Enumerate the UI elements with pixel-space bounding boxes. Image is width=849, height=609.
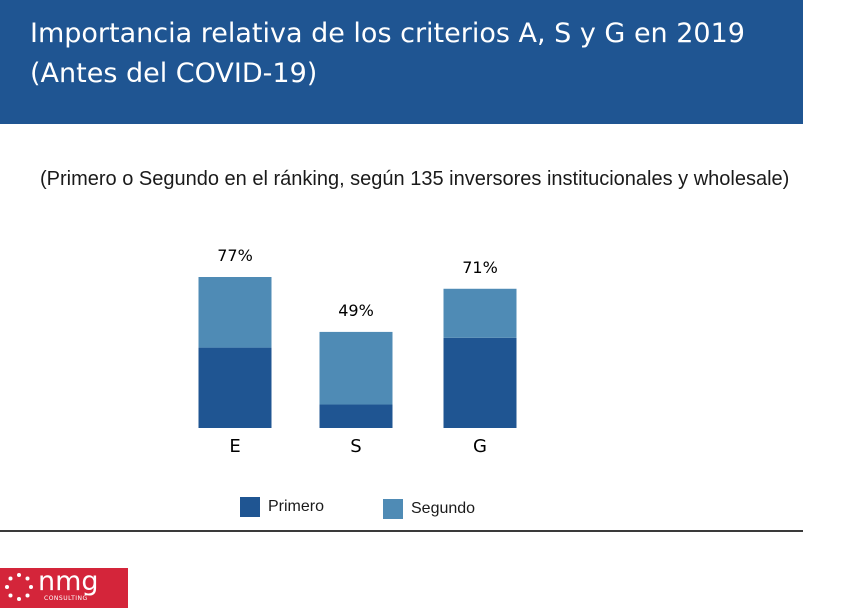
title-banner: Importancia relativa de los criterios A,… [0, 0, 803, 124]
legend-swatch-primero [240, 497, 260, 517]
legend-label-primero: Primero [268, 498, 325, 515]
legend-label-segundo: Segundo [411, 500, 476, 517]
data-label-e: 77% [217, 246, 253, 265]
chart-title: Importancia relativa de los criterios A,… [30, 18, 745, 49]
legend-item-primero: Primero [240, 497, 324, 517]
chart-title-line-2: (Antes del COVID-19) [30, 58, 318, 89]
chart-subtitle: (Primero o Segundo en el ránking, según … [40, 168, 790, 190]
bar-primero-e [198, 347, 272, 428]
legend-swatch-segundo [383, 499, 403, 519]
bar-segundo-e [198, 277, 272, 348]
chart-area: 77% E 49% S 71% G [198, 246, 517, 457]
bar-segundo-s [319, 331, 393, 405]
bar-primero-s [319, 404, 393, 428]
bar-segundo-g [443, 288, 517, 338]
bar-primero-g [443, 337, 517, 428]
category-label-s: S [350, 436, 361, 457]
category-label-g: G [473, 436, 487, 457]
logo-wordmark: nmg [38, 566, 99, 597]
footer-divider [0, 530, 803, 532]
logo-subtext: CONSULTING [44, 595, 88, 602]
logo-mark-icon [5, 573, 33, 601]
data-label-s: 49% [338, 301, 374, 320]
nmg-consulting-logo: nmg CONSULTING [0, 566, 128, 608]
data-label-g: 71% [462, 258, 498, 277]
legend-item-segundo: Segundo [383, 499, 475, 519]
category-label-e: E [229, 436, 240, 457]
